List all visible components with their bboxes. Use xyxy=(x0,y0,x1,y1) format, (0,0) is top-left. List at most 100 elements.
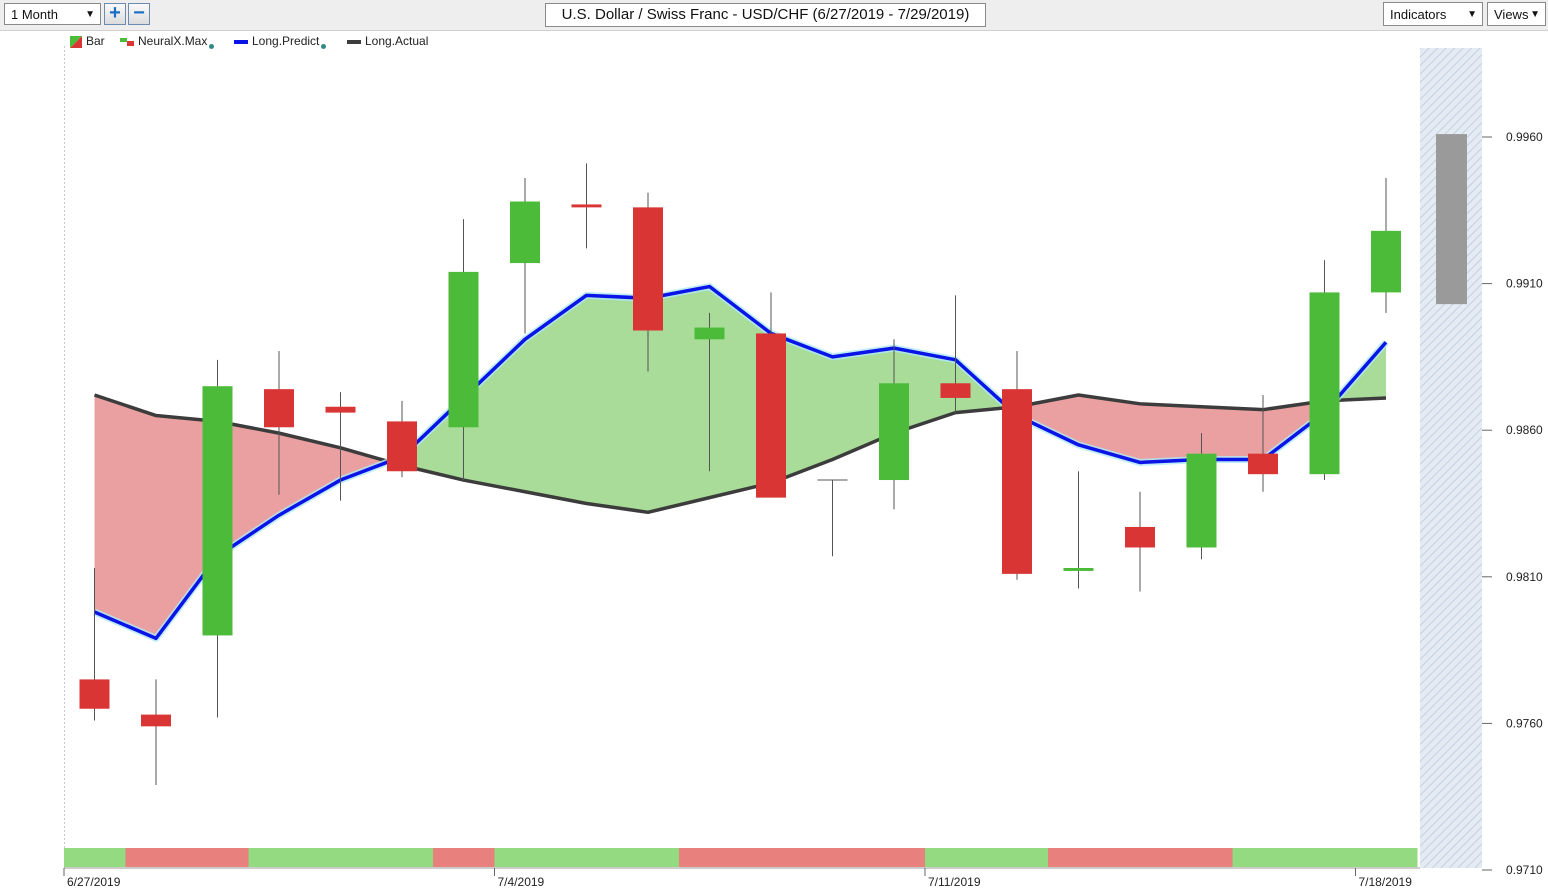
candle-body xyxy=(1248,453,1278,475)
signal-strip-segment xyxy=(248,848,311,867)
signal-strip-segment xyxy=(125,848,188,867)
long-actual-line xyxy=(93,393,1387,515)
candle-body xyxy=(387,421,417,472)
x-axis: 6/27/20197/4/20197/11/20197/18/20197/25/… xyxy=(63,867,1420,889)
signal-strip-segment xyxy=(617,848,680,867)
signal-strip-segment xyxy=(310,848,372,867)
signal-strip-segment xyxy=(863,848,926,867)
candle xyxy=(633,192,663,372)
chevron-down-icon: ▼ xyxy=(1530,9,1540,20)
candle-body xyxy=(1063,568,1094,571)
candle-body xyxy=(202,386,233,636)
candle-body xyxy=(510,201,540,264)
long-predict-line xyxy=(93,284,1388,641)
signal-strip-segment xyxy=(64,848,126,867)
candle xyxy=(1002,351,1032,580)
candle xyxy=(571,163,602,249)
candle xyxy=(387,400,417,478)
candles xyxy=(79,163,1401,785)
band-fill-segment xyxy=(94,395,156,639)
signal-strip-segment xyxy=(925,848,987,867)
legend-long-predict-label: Long.Predict xyxy=(252,34,320,48)
band-fill-segment xyxy=(586,295,648,513)
candle-body xyxy=(756,333,786,498)
band-fill-segment xyxy=(832,348,894,460)
signal-strip-segment xyxy=(1048,848,1110,867)
signal-strip-segment xyxy=(494,848,557,867)
candle xyxy=(756,292,786,498)
candle xyxy=(940,295,971,413)
candle-body xyxy=(79,679,110,709)
band-fill-segment xyxy=(156,415,218,639)
candle xyxy=(879,339,909,510)
band-fill-segment xyxy=(402,397,464,481)
x-tick-label: 7/4/2019 xyxy=(498,875,545,889)
legend-long-actual-label: Long.Actual xyxy=(365,34,429,48)
band-fill-segment xyxy=(1078,395,1140,463)
candle xyxy=(817,479,848,557)
chevron-down-icon: ▼ xyxy=(85,9,95,20)
y-tick-label: 0.9910 xyxy=(1506,277,1543,291)
legend-bar-label: Bar xyxy=(86,34,105,48)
zoom-out-button[interactable]: − xyxy=(128,3,150,25)
chevron-down-icon: ▼ xyxy=(1467,9,1477,20)
band-fill-segment xyxy=(1140,403,1202,463)
candle-body xyxy=(879,383,909,481)
zoom-in-button[interactable]: + xyxy=(104,3,126,25)
views-dropdown[interactable]: Views ▼ xyxy=(1487,2,1546,26)
candle xyxy=(448,219,479,481)
future-projection xyxy=(1436,134,1467,305)
candle xyxy=(141,679,171,785)
signal-strip-segment xyxy=(679,848,741,867)
period-select[interactable]: 1 Month ▼ xyxy=(4,3,101,25)
future-bar xyxy=(1436,134,1467,305)
bar-legend-icon xyxy=(70,35,82,48)
signal-strip-segment xyxy=(802,848,864,867)
indicators-label: Indicators xyxy=(1390,7,1447,22)
neuralx-info-icon[interactable] xyxy=(209,44,215,49)
band-fill-segment xyxy=(648,286,710,513)
candle xyxy=(510,178,540,334)
signal-strip-segment xyxy=(1355,848,1418,867)
signal-strip-segment xyxy=(740,848,803,867)
indicator-lines xyxy=(93,283,1389,642)
signal-strip-segment xyxy=(556,848,618,867)
chart-title: U.S. Dollar / Swiss Franc - USD/CHF (6/2… xyxy=(545,3,986,27)
candle xyxy=(325,392,356,501)
candle-body xyxy=(571,204,602,208)
signal-strip-segment xyxy=(1232,848,1295,867)
candle xyxy=(1125,491,1155,592)
predict-line-legend-icon xyxy=(234,39,248,44)
signal-strip-segment xyxy=(1109,848,1172,867)
legend-neuralx[interactable]: NeuralX.Max xyxy=(120,33,215,49)
candle xyxy=(1248,395,1278,492)
candle-body xyxy=(1309,292,1340,475)
candle-body xyxy=(1125,526,1155,548)
candle xyxy=(1186,433,1217,560)
band-fill-segment xyxy=(279,433,341,516)
predict-info-icon[interactable] xyxy=(321,44,327,49)
signal-strip-segment xyxy=(433,848,495,867)
signal-strip xyxy=(64,848,1418,867)
signal-strip-segment xyxy=(187,848,249,867)
candle-body xyxy=(1186,453,1217,548)
candle xyxy=(1063,471,1094,589)
y-tick-label: 0.9960 xyxy=(1506,130,1543,144)
price-chart[interactable]: 6/27/20197/4/20197/11/20197/18/20197/25/… xyxy=(0,30,1548,896)
y-tick-label: 0.9710 xyxy=(1506,863,1543,877)
legend-bar[interactable]: Bar xyxy=(70,33,105,49)
band-fill-segment xyxy=(709,286,771,498)
candle xyxy=(202,359,233,718)
legend-long-actual[interactable]: Long.Actual xyxy=(347,33,428,49)
legend-long-predict[interactable]: Long.Predict xyxy=(234,33,327,49)
candle xyxy=(79,568,110,721)
band-fill-segment xyxy=(894,348,956,434)
candle-body xyxy=(448,271,479,428)
x-tick-label: 7/11/2019 xyxy=(928,875,981,889)
indicators-dropdown[interactable]: Indicators ▼ xyxy=(1383,2,1483,26)
band-fill-segment xyxy=(771,333,833,483)
candle-body xyxy=(1371,230,1401,293)
band-fill-segment xyxy=(525,295,587,504)
period-select-value: 1 Month xyxy=(11,7,58,22)
x-tick-label: 7/18/2019 xyxy=(1359,875,1413,889)
